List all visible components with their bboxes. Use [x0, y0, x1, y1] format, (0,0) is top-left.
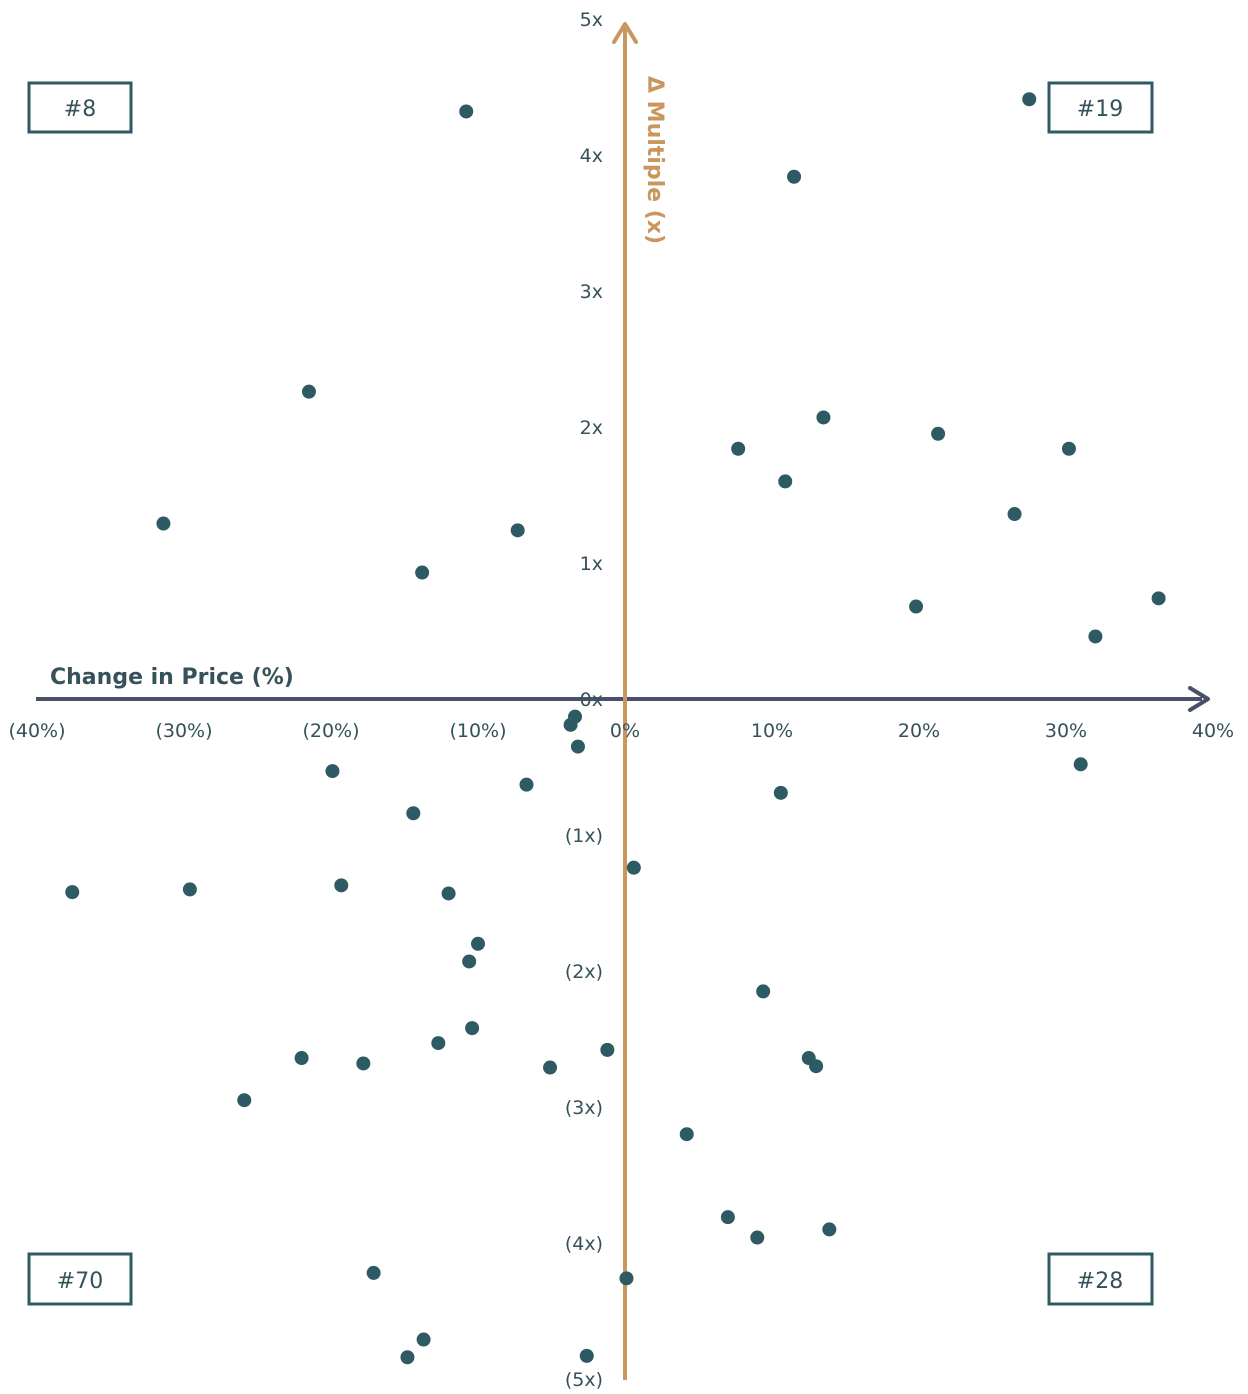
data-point	[415, 565, 430, 580]
data-point	[626, 860, 641, 875]
data-point	[156, 516, 171, 531]
quadrant-box	[1047, 81, 1154, 134]
data-point	[65, 885, 80, 900]
data-point	[431, 1036, 446, 1051]
data-point	[1073, 757, 1088, 772]
y-tick-label: 1x	[580, 553, 603, 575]
x-tick-label: 30%	[1045, 720, 1087, 742]
x-tick-label: (20%)	[302, 720, 359, 742]
data-point	[1007, 507, 1022, 522]
x-tick-label: 40%	[1192, 720, 1234, 742]
x-tick-label: 0%	[610, 720, 640, 742]
data-point	[809, 1059, 824, 1074]
y-tick-label: 2x	[580, 417, 603, 439]
data-point	[1022, 92, 1037, 107]
data-point	[787, 169, 802, 184]
y-tick-label: 4x	[580, 145, 603, 167]
data-point	[543, 1060, 558, 1075]
data-point	[570, 739, 585, 754]
data-point	[471, 936, 485, 951]
data-point	[510, 523, 525, 538]
y-tick-label: (3x)	[565, 1097, 603, 1119]
x-axis-arrowhead	[1188, 686, 1210, 712]
y-tick-label: (2x)	[565, 961, 603, 983]
quadrant-label-top-right: #19	[1047, 81, 1154, 134]
y-axis-title: Δ Multiple (x)	[642, 76, 667, 244]
y-tick-label: (1x)	[565, 825, 603, 847]
data-point	[1061, 441, 1076, 456]
data-point	[237, 1093, 252, 1108]
data-point	[465, 1021, 480, 1036]
data-point	[294, 1051, 309, 1066]
y-tick-label: (5x)	[565, 1369, 603, 1391]
data-point	[1088, 629, 1103, 644]
data-point	[600, 1042, 615, 1057]
quadrant-box	[1047, 1252, 1154, 1306]
data-point	[334, 878, 349, 893]
data-point	[750, 1230, 765, 1245]
quadrant-label-bottom-right: #28	[1047, 1252, 1154, 1306]
x-tick-label: (10%)	[449, 720, 506, 742]
y-tick-label: 0x	[580, 689, 603, 711]
quadrant-label-top-left: #8	[27, 81, 133, 134]
x-tick-label: (30%)	[155, 720, 212, 742]
data-point	[356, 1056, 371, 1071]
quadrant-box	[27, 1252, 133, 1306]
data-point	[720, 1210, 735, 1225]
data-point	[301, 384, 316, 399]
quadrant-label-text: #8	[64, 97, 96, 122]
data-point	[619, 1271, 634, 1286]
x-tick-label: (40%)	[8, 720, 65, 742]
data-point	[579, 1348, 594, 1363]
data-point	[773, 785, 788, 800]
data-point	[563, 717, 578, 732]
quadrant-label-text: #70	[57, 1269, 103, 1294]
data-point	[519, 777, 534, 792]
x-tick-label: 20%	[898, 720, 940, 742]
data-point	[822, 1222, 837, 1237]
y-axis-arrowhead	[612, 22, 638, 44]
x-tick-labels: (40%) (30%) (20%) (10%) 0% 10% 20% 30% 40%	[8, 720, 1234, 742]
data-point	[1151, 591, 1166, 606]
data-point	[416, 1332, 431, 1347]
y-tick-label: (4x)	[565, 1233, 603, 1255]
data-point	[325, 764, 340, 779]
data-point	[400, 1350, 415, 1365]
quadrant-box	[27, 81, 133, 134]
x-tick-label: 10%	[751, 720, 793, 742]
y-tick-labels: 5x 4x 3x 2x 1x 0x (1x) (2x) (3x) (4x) (5x)	[565, 9, 603, 1391]
y-tick-label: 3x	[580, 281, 603, 303]
data-point	[909, 599, 924, 614]
data-point	[406, 806, 421, 821]
data-point	[679, 1127, 694, 1142]
data-point	[731, 441, 746, 456]
y-tick-label: 5x	[580, 9, 603, 31]
data-point	[756, 984, 771, 999]
data-point	[931, 426, 946, 441]
data-point	[462, 954, 477, 969]
data-point	[459, 104, 474, 119]
data-point	[816, 410, 831, 425]
quadrant-label-bottom-left: #70	[27, 1252, 133, 1306]
quadrant-label-text: #28	[1077, 1269, 1123, 1294]
quadrant-label-text: #19	[1077, 97, 1123, 122]
data-point	[778, 474, 793, 489]
data-points	[65, 92, 1166, 1365]
data-point	[441, 886, 456, 901]
x-axis-title: Change in Price (%)	[50, 665, 294, 690]
data-point	[366, 1265, 381, 1280]
data-point	[182, 882, 197, 897]
